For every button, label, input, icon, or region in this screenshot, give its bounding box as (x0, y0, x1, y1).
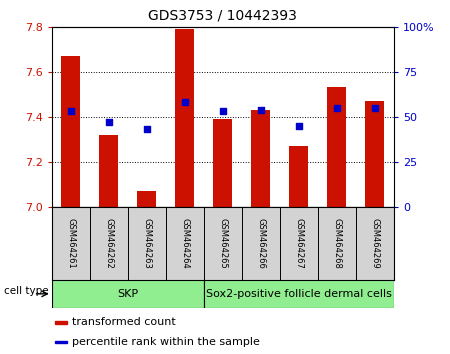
Bar (204, 280, 394, 308)
Bar (61, 56, 80, 207)
Point (181, 99, 189, 105)
Bar (327, 87, 346, 207)
Title: GDS3753 / 10442393: GDS3753 / 10442393 (148, 8, 297, 23)
Bar (55, 321, 68, 324)
Bar (55, 341, 68, 343)
Text: Sox2-positive follicle dermal cells: Sox2-positive follicle dermal cells (206, 289, 392, 299)
Bar (175, 29, 194, 207)
Text: transformed count: transformed count (72, 318, 176, 327)
Bar (365, 101, 384, 207)
Text: SKP: SKP (117, 289, 138, 299)
Point (105, 119, 112, 125)
Point (219, 109, 226, 114)
Text: GSM464268: GSM464268 (332, 218, 341, 269)
Text: GSM464263: GSM464263 (142, 218, 151, 269)
Point (67, 109, 74, 114)
Text: GSM464265: GSM464265 (218, 218, 227, 269)
Bar (251, 110, 270, 207)
Text: GSM464267: GSM464267 (294, 218, 303, 269)
Text: GSM464261: GSM464261 (66, 218, 75, 269)
Text: GSM464266: GSM464266 (256, 218, 265, 269)
Bar (52, 280, 204, 308)
Point (143, 127, 150, 132)
Bar (213, 119, 232, 207)
Text: GSM464262: GSM464262 (104, 218, 113, 269)
Bar (137, 191, 156, 207)
Text: percentile rank within the sample: percentile rank within the sample (72, 337, 260, 347)
Bar (289, 146, 308, 207)
Text: GSM464264: GSM464264 (180, 218, 189, 269)
Text: cell type: cell type (4, 286, 49, 296)
Point (333, 105, 340, 110)
Point (257, 107, 264, 113)
Point (295, 123, 302, 129)
Bar (99, 135, 118, 207)
Text: GSM464269: GSM464269 (370, 218, 379, 269)
Point (371, 105, 378, 110)
